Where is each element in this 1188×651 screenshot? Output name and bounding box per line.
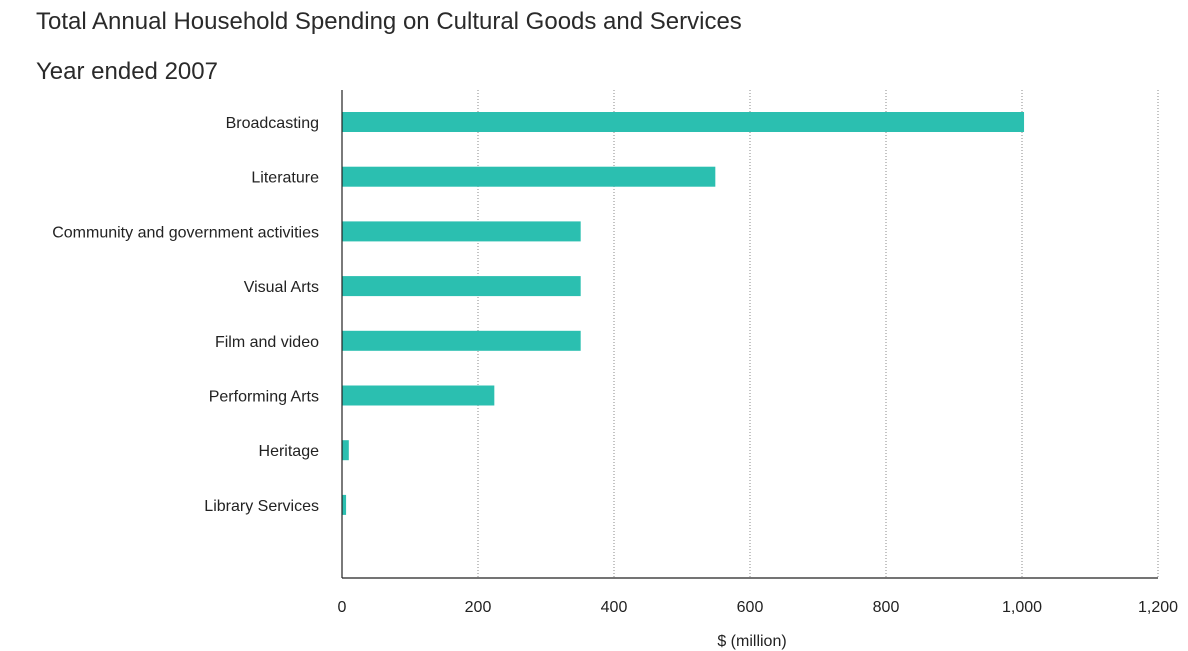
bar [342, 385, 495, 406]
chart-subtitle: Year ended 2007 [36, 58, 218, 85]
category-label: Heritage [259, 443, 320, 460]
category-label: Film and video [215, 334, 319, 351]
category-label: Broadcasting [226, 115, 319, 132]
x-tick-label: 1,000 [1002, 599, 1042, 616]
category-label: Performing Arts [209, 389, 319, 406]
bar [342, 221, 581, 242]
bar [342, 112, 1025, 132]
category-label: Literature [251, 170, 319, 187]
bar [342, 440, 349, 461]
bar [342, 166, 716, 187]
bar [342, 494, 347, 515]
x-tick-label: 600 [737, 599, 764, 616]
category-label: Visual Arts [244, 279, 319, 296]
x-tick-label: 0 [338, 599, 347, 616]
bar [342, 276, 581, 297]
x-tick-label: 400 [601, 599, 628, 616]
x-tick-label: 200 [465, 599, 492, 616]
chart-title: Total Annual Household Spending on Cultu… [36, 8, 742, 35]
bar [342, 330, 581, 351]
category-label: Library Services [204, 498, 319, 515]
category-label: Community and government activities [52, 224, 319, 241]
x-tick-label: 1,200 [1138, 599, 1178, 616]
x-axis-title: $ (million) [717, 633, 786, 650]
x-tick-label: 800 [873, 599, 900, 616]
